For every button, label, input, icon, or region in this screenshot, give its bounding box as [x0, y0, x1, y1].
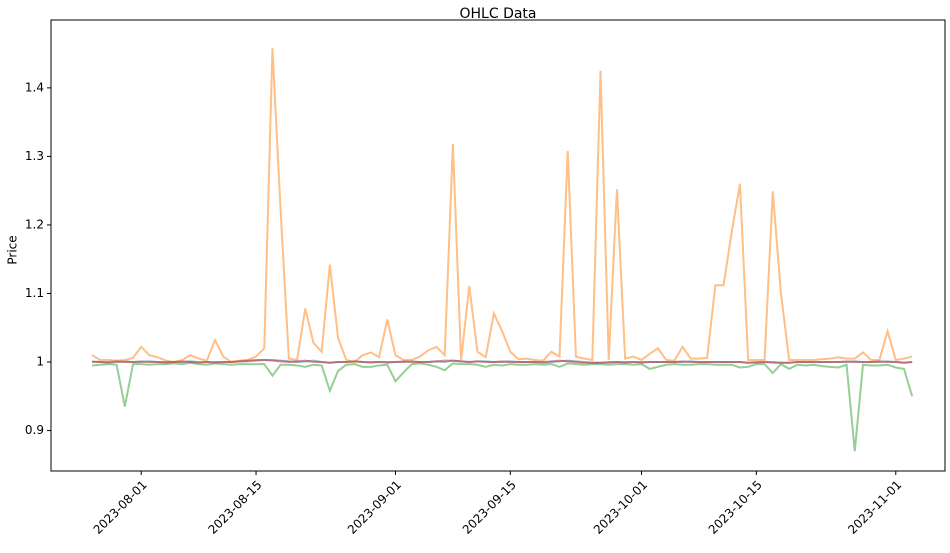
- y-tick-label: 1.1: [25, 286, 44, 300]
- series-line: [91, 48, 913, 364]
- x-tick-label: 2023-08-15: [205, 478, 264, 537]
- x-tick-label: 2023-11-01: [845, 478, 904, 537]
- y-tick-label: 1.2: [25, 217, 44, 231]
- y-tick-label: 0.9: [25, 423, 44, 437]
- series-line: [92, 358, 913, 364]
- x-tick-label: 2023-10-15: [706, 478, 765, 537]
- x-tick-label: 2023-08-01: [91, 478, 150, 537]
- x-tick-label: 2023-09-15: [460, 478, 519, 537]
- y-tick-label: 1.4: [25, 80, 44, 94]
- y-tick-label: 1.3: [25, 149, 44, 163]
- x-tick-label: 2023-10-01: [591, 478, 650, 537]
- plot-frame: [50, 19, 946, 472]
- y-tick-label: 1: [36, 355, 44, 369]
- chart-title: OHLC Data: [460, 6, 537, 22]
- x-tick-label: 2023-09-01: [345, 478, 404, 537]
- series-line: [91, 361, 914, 452]
- y-axis-label: Price: [6, 235, 20, 264]
